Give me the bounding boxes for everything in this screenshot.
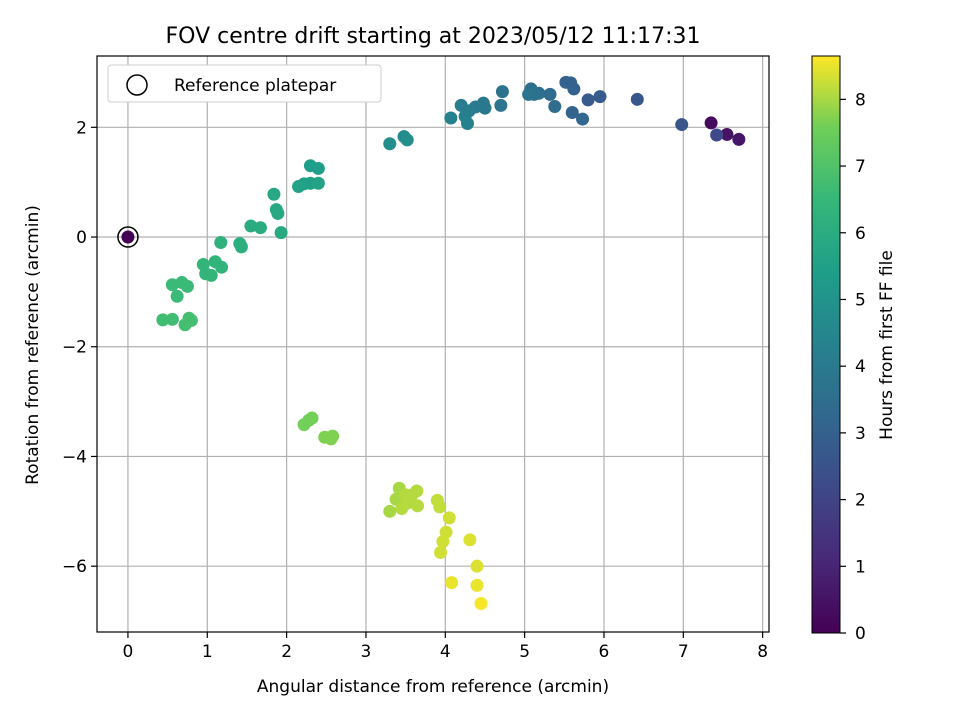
colorbar-tick-label: 1 [855,557,866,577]
scatter-point [433,500,447,514]
scatter-point [436,534,450,548]
x-tick-label: 4 [440,642,451,662]
colorbar-tick-label: 5 [855,290,866,310]
y-tick-label: −2 [62,338,87,358]
scatter-point [522,87,536,101]
y-tick-label: 2 [76,118,87,138]
grid-lines [97,56,769,632]
chart-title: FOV centre drift starting at 2023/05/12 … [166,24,701,49]
scatter-point [470,559,484,573]
scatter-point [204,268,218,282]
scatter-point [495,85,509,99]
scatter-point [576,112,590,126]
scatter-point [445,576,459,590]
scatter-point [274,226,288,240]
scatter-point [454,98,468,112]
scatter-point [305,411,319,425]
scatter-point [581,93,595,107]
scatter-point [564,76,578,90]
colorbar-tick-label: 7 [855,157,866,177]
scatter-point [165,312,179,326]
scatter-point [720,127,734,141]
scatter-point [184,313,198,327]
x-axis-ticks: 0 1 2 3 4 5 6 7 8 [123,632,768,662]
scatter-point [234,240,248,254]
scatter-point [704,116,718,130]
y-tick-label: 0 [76,228,87,248]
scatter-point [593,90,607,104]
scatter-point [444,111,458,125]
x-tick-label: 3 [361,642,372,662]
y-tick-label: −6 [62,557,87,577]
scatter-point [326,429,340,443]
x-tick-label: 8 [757,642,768,662]
scatter-point [170,289,184,303]
scatter-point [710,128,724,142]
legend: Reference platepar [107,64,382,103]
scatter-point [156,313,170,327]
colorbar-tick-label: 2 [855,491,866,511]
scatter-point [121,230,135,244]
y-tick-label: −4 [62,447,87,467]
scatter-point [267,187,281,201]
scatter-point [732,132,746,146]
scatter-point [434,545,448,559]
legend-box [107,64,382,103]
scatter-point [442,511,456,525]
scatter-point [215,260,229,274]
y-axis-ticks: −6 −4 −2 0 2 [62,118,97,577]
x-tick-label: 6 [599,642,610,662]
scatter-point [461,116,475,130]
y-axis-label: Rotation from reference (arcmin) [23,205,43,485]
scatter-point [543,87,557,101]
scatter-point [463,533,477,547]
colorbar [811,55,841,634]
scatter-point [253,221,267,235]
colorbar-tick-label: 3 [855,424,866,444]
legend-marker [126,74,148,96]
scatter-points [117,75,746,610]
scatter-point [311,161,325,175]
reference-platepar-marker [117,226,139,248]
scatter-point [411,499,425,513]
scatter-point [410,484,424,498]
x-tick-label: 0 [123,642,134,662]
scatter-point [548,99,562,113]
colorbar-tick-label: 0 [855,624,866,644]
scatter-point [400,133,414,147]
scatter-point [214,236,228,250]
x-tick-label: 1 [202,642,213,662]
scatter-point [494,98,508,112]
x-tick-label: 2 [281,642,292,662]
scatter-point [630,92,644,106]
scatter-point [311,176,325,190]
colorbar-ticks: 0 1 2 3 4 5 6 7 8 [840,90,866,644]
colorbar-tick-label: 8 [855,90,866,110]
x-tick-label: 5 [519,642,530,662]
scatter-point [292,180,306,194]
scatter-point [565,106,579,120]
scatter-point [474,596,488,610]
scatter-point [383,137,397,151]
scatter-point [271,206,285,220]
plot-frame [96,55,770,633]
scatter-point [470,578,484,592]
scatter-point [180,279,194,293]
colorbar-tick-label: 4 [855,357,866,377]
legend-label: Reference platepar [174,76,336,96]
colorbar-tick-label: 6 [855,224,866,244]
scatter-point [383,504,397,518]
x-tick-label: 7 [678,642,689,662]
colorbar-label: Hours from first FF file [877,250,897,440]
x-axis-label: Angular distance from reference (arcmin) [257,677,609,697]
scatter-point [478,101,492,115]
scatter-point [675,118,689,132]
